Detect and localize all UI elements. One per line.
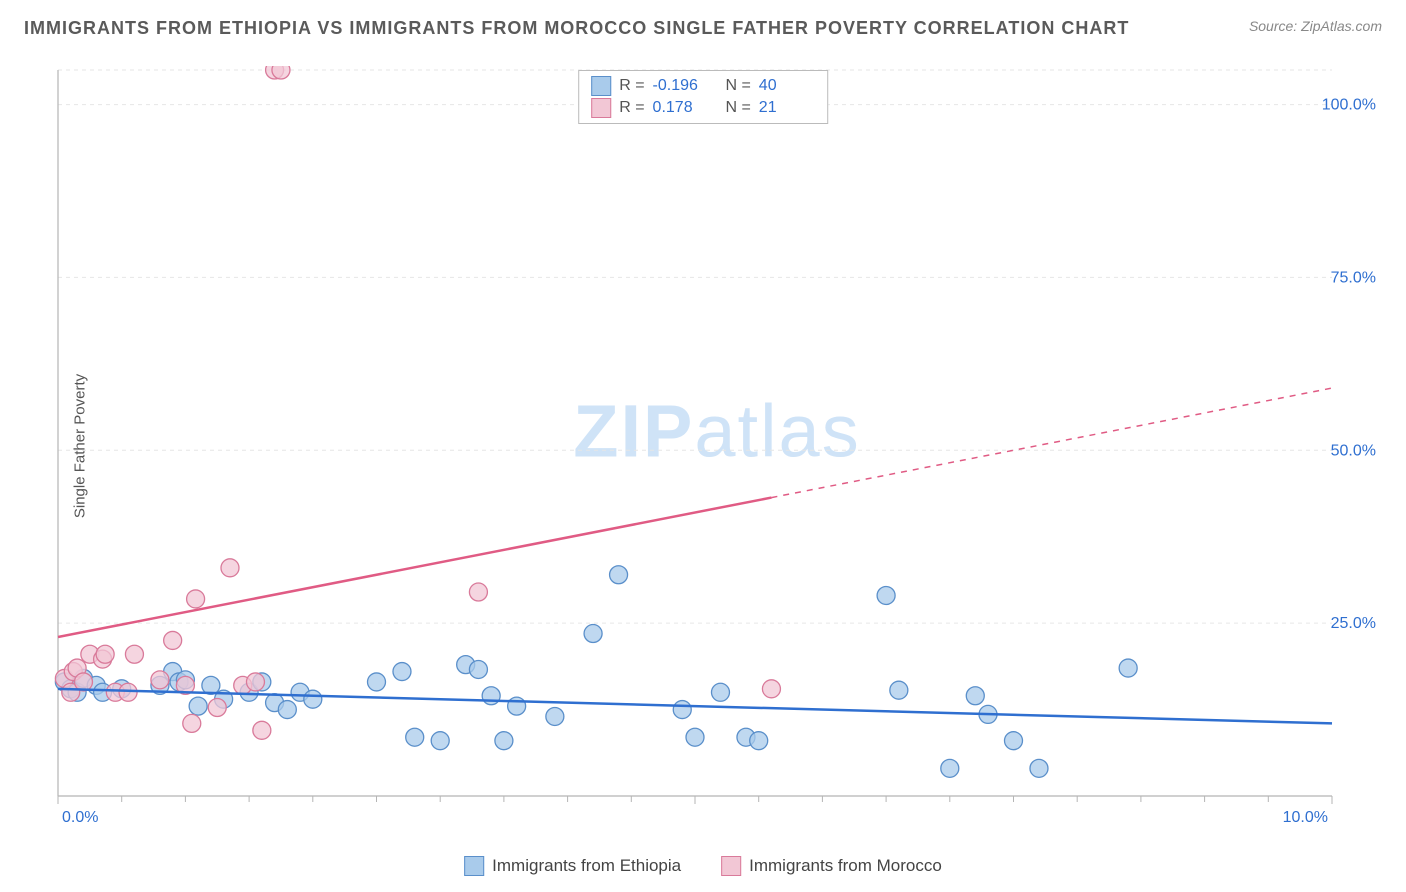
legend-label: Immigrants from Ethiopia [492,856,681,876]
svg-text:0.0%: 0.0% [62,809,98,826]
legend-stat-row: R = 0.178 N = 21 [591,97,815,119]
legend-item: Immigrants from Ethiopia [464,856,681,876]
stat-r-label: R = [619,97,644,119]
scatter-plot: 25.0% 50.0% 75.0% 100.0% 0.0% 10.0% [52,66,1382,826]
stat-n-value: 21 [759,97,815,119]
svg-text:50.0%: 50.0% [1331,442,1376,459]
legend-statistics: R = -0.196 N = 40R = 0.178 N = 21 [578,70,828,124]
stat-n-label: N = [717,75,751,97]
source-attribution: Source: ZipAtlas.com [1249,18,1382,34]
chart-area: ZIPatlas 25.0%50.0%75.0%100.0%0.0%10.0% [52,66,1382,826]
svg-text:25.0%: 25.0% [1331,615,1376,632]
stat-n-value: 40 [759,75,815,97]
stat-n-label: N = [717,97,751,119]
svg-text:10.0%: 10.0% [1283,809,1328,826]
legend-swatch [591,76,611,96]
legend-item: Immigrants from Morocco [721,856,942,876]
legend-stat-row: R = -0.196 N = 40 [591,75,815,97]
legend-swatch [591,98,611,118]
legend-swatch [464,856,484,876]
chart-title: IMMIGRANTS FROM ETHIOPIA VS IMMIGRANTS F… [24,18,1129,39]
legend-series: Immigrants from Ethiopia Immigrants from … [464,856,942,876]
svg-text:75.0%: 75.0% [1331,269,1376,286]
svg-text:100.0%: 100.0% [1322,97,1376,114]
stat-r-label: R = [619,75,644,97]
stat-r-value: 0.178 [653,97,709,119]
legend-swatch [721,856,741,876]
legend-label: Immigrants from Morocco [749,856,942,876]
stat-r-value: -0.196 [653,75,709,97]
